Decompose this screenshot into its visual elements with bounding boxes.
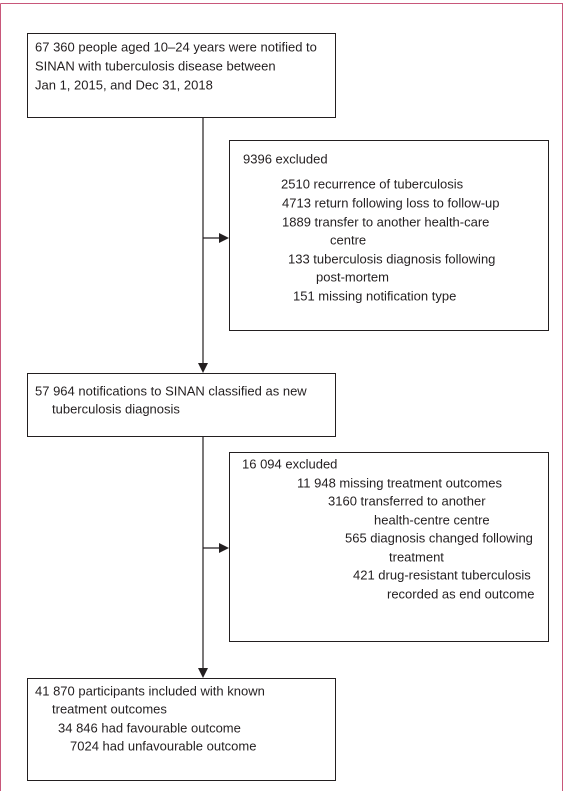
box-text: 9396 excluded [243, 151, 328, 166]
box-text: 1889 transfer to another health-care [282, 214, 489, 229]
box-text: 2510 recurrence of tuberculosis [281, 176, 464, 191]
box-text: post-mortem [316, 269, 389, 284]
box-text: 3160 transferred to another [328, 493, 486, 508]
box-text: treatment [389, 549, 444, 564]
box-text: centre [330, 232, 366, 247]
arrowhead [219, 233, 229, 243]
box-text: 7024 had unfavourable outcome [70, 738, 256, 753]
box-text: 16 094 excluded [242, 456, 337, 471]
box-text: 133 tuberculosis diagnosis following [288, 251, 495, 266]
box [27, 678, 336, 781]
box-text: 421 drug-resistant tuberculosis [353, 567, 531, 582]
box-text: 67 360 people aged 10–24 years were noti… [35, 39, 317, 54]
box-text: tuberculosis diagnosis [52, 401, 180, 416]
box [27, 33, 336, 118]
box-text: Jan 1, 2015, and Dec 31, 2018 [35, 77, 213, 92]
box-text: 151 missing notification type [293, 288, 456, 303]
box-text: SINAN with tuberculosis disease between [35, 58, 276, 73]
box-text: 41 870 participants included with known [35, 683, 265, 698]
arrowhead [198, 668, 208, 678]
box-text: 565 diagnosis changed following [345, 530, 533, 545]
box [27, 373, 336, 437]
box-text: 11 948 missing treatment outcomes [297, 475, 502, 490]
frame-border [0, 3, 563, 791]
box-text: 34 846 had favourable outcome [58, 720, 241, 735]
box-text: 57 964 notifications to SINAN classified… [35, 383, 307, 398]
arrowhead [219, 543, 229, 553]
box-text: recorded as end outcome [387, 586, 534, 601]
box [229, 140, 549, 331]
box-text: 4713 return following loss to follow-up [282, 195, 500, 210]
box-text: treatment outcomes [52, 701, 167, 716]
box-text: health-centre centre [374, 512, 490, 527]
arrowhead [198, 363, 208, 373]
box [229, 452, 549, 642]
